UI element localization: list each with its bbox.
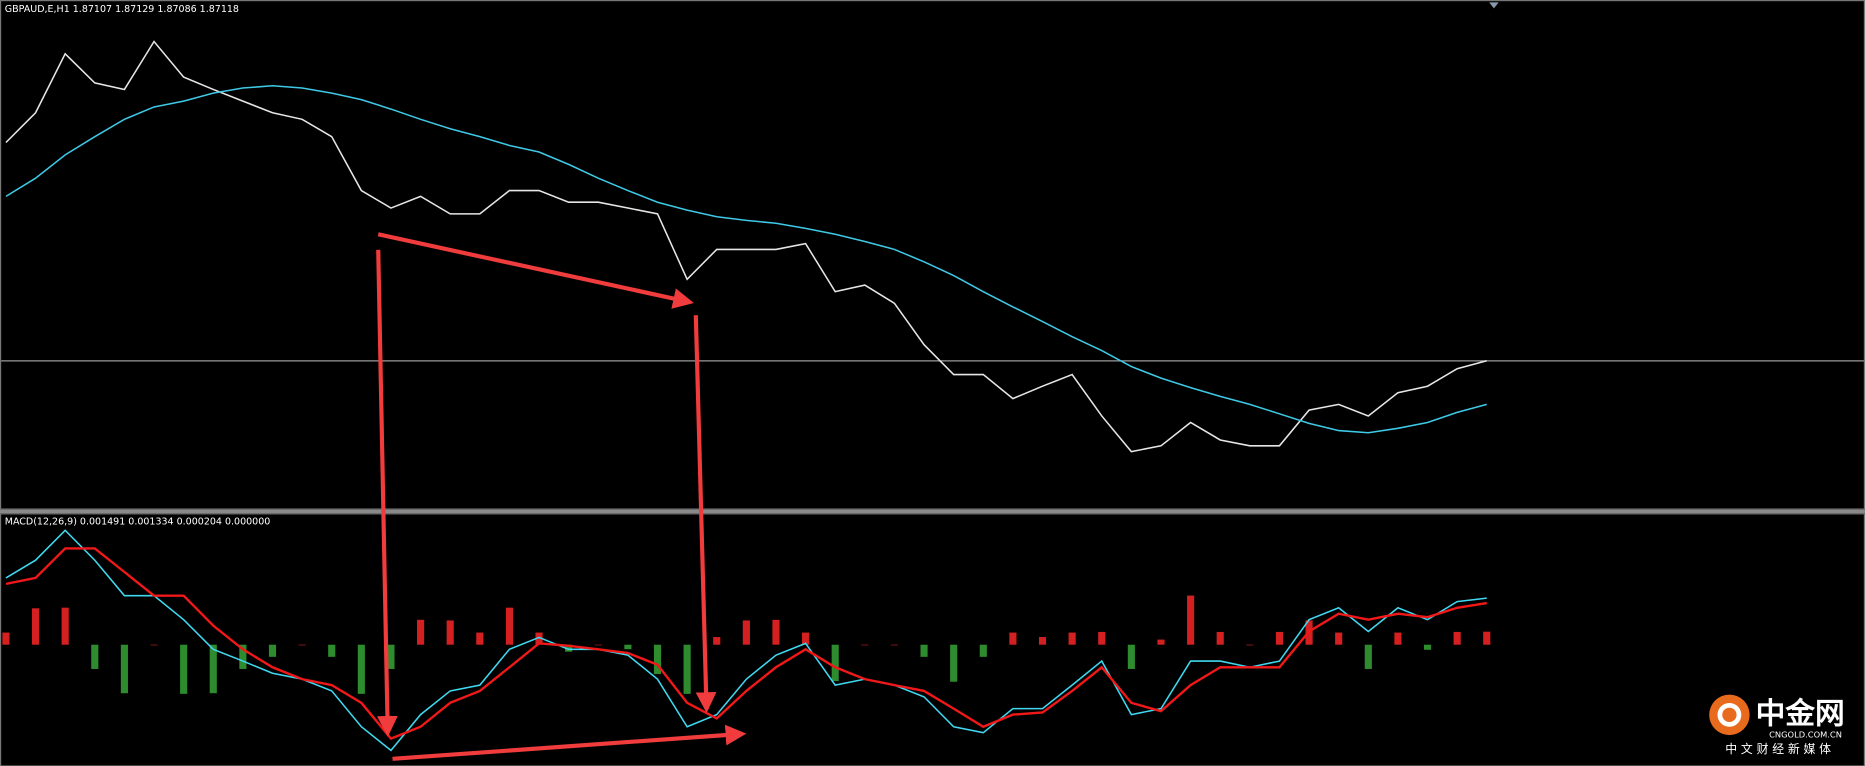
watermark: 中金网 CNGOLD.COM.CN 中 文 财 经 新 媒 体	[1709, 694, 1845, 756]
logo-mark	[1717, 702, 1742, 727]
arrow	[376, 249, 398, 737]
histogram-bar	[505, 607, 513, 645]
histogram-bar	[417, 619, 425, 645]
histogram-bar	[1157, 639, 1165, 645]
histogram-bar	[979, 644, 987, 657]
panel-separator	[0, 509, 1865, 514]
histogram-bar	[742, 620, 750, 645]
slogan-text: 中 文 财 经 新 媒 体	[1725, 742, 1831, 756]
histogram-bar	[653, 644, 662, 675]
histogram-bar	[920, 644, 928, 657]
histogram-bar	[387, 644, 395, 669]
series-line	[5, 84, 1487, 434]
macd-header: MACD(12,26,9) 0.001491 0.001334 0.000204…	[5, 517, 271, 528]
histogram-bar	[1335, 632, 1343, 645]
series-line	[5, 40, 1487, 453]
shift-marker[interactable]	[1489, 2, 1499, 9]
histogram-bar	[91, 644, 99, 669]
histogram-bar	[150, 644, 158, 646]
histogram-bar	[624, 644, 632, 650]
histogram-bar	[802, 632, 810, 645]
price-header: GBPAUD,E,H1 1.87107 1.87129 1.87086 1.87…	[5, 4, 239, 15]
logo-circle	[1709, 694, 1750, 736]
histogram-bar	[1038, 637, 1047, 645]
histogram-bar	[1364, 644, 1372, 669]
arrow	[377, 232, 694, 309]
histogram-bar	[446, 620, 454, 645]
histogram-bar	[298, 644, 306, 646]
histogram-bar	[1216, 631, 1224, 645]
histogram-bar	[772, 619, 780, 645]
arrow	[693, 315, 717, 714]
histogram-bar	[239, 644, 247, 669]
histogram-bar	[713, 637, 721, 645]
histogram-bar	[31, 608, 40, 645]
histogram-bar	[950, 644, 958, 682]
histogram-bar	[683, 644, 691, 694]
histogram-bar	[1453, 631, 1461, 645]
histogram-bar	[2, 632, 10, 645]
logo-text: 中金网	[1756, 696, 1845, 731]
plot-layer	[1, 40, 1864, 752]
histogram-bar	[209, 644, 217, 694]
histogram-bar	[180, 644, 188, 694]
histogram-bar	[831, 644, 839, 682]
histogram-bar	[594, 644, 602, 646]
histogram-bar	[1098, 631, 1106, 645]
histogram-bar	[1483, 631, 1491, 645]
histogram-bar	[1394, 632, 1402, 645]
histogram-bar	[890, 644, 899, 646]
histogram-bar	[1275, 631, 1284, 645]
histogram-bar	[1423, 644, 1432, 650]
series-line	[5, 547, 1487, 741]
histogram-bar	[565, 644, 573, 652]
histogram-bar	[1009, 632, 1017, 645]
histogram-bar	[1246, 644, 1254, 646]
histogram-bar	[535, 632, 543, 645]
histogram-bar	[61, 607, 69, 645]
series-line	[5, 529, 1487, 752]
annotation-arrows	[376, 232, 747, 761]
histogram-bar	[1068, 632, 1076, 645]
histogram-bar	[120, 644, 128, 694]
histogram-bar	[1127, 644, 1135, 669]
histogram-bar	[357, 644, 365, 694]
histogram-bar	[476, 632, 484, 645]
histogram-bar	[1187, 595, 1195, 645]
site-text: CNGOLD.COM.CN	[1769, 730, 1842, 740]
price-panel-border	[0, 0, 1865, 510]
histogram-bar	[268, 644, 277, 657]
histogram-bar	[328, 644, 336, 657]
arrow	[392, 724, 747, 761]
histogram-bar	[861, 644, 869, 646]
